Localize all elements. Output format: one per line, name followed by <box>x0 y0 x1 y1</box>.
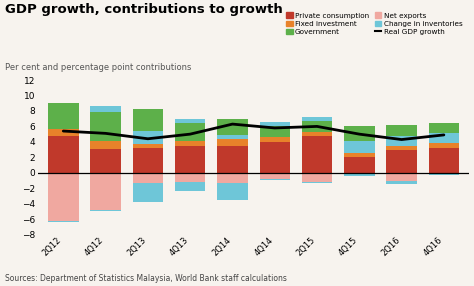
Bar <box>386 125 417 136</box>
Bar <box>133 131 163 144</box>
Bar <box>217 183 248 200</box>
Bar <box>302 117 332 121</box>
Bar <box>428 173 459 174</box>
Text: GDP growth, contributions to growth: GDP growth, contributions to growth <box>5 3 283 16</box>
Bar <box>48 221 79 222</box>
Bar <box>259 173 290 179</box>
Bar <box>217 119 248 135</box>
Bar <box>175 123 205 141</box>
Bar <box>428 148 459 173</box>
Bar <box>48 136 79 173</box>
Bar <box>259 126 290 137</box>
Bar <box>217 173 248 183</box>
Bar <box>91 106 121 112</box>
Bar <box>91 141 121 149</box>
Bar <box>428 133 459 143</box>
Bar <box>344 174 374 176</box>
Bar <box>133 144 163 148</box>
Bar <box>175 146 205 173</box>
Bar <box>386 146 417 150</box>
Bar <box>302 121 332 132</box>
Bar <box>344 126 374 141</box>
Bar <box>259 137 290 142</box>
Bar <box>175 182 205 191</box>
Text: Per cent and percentage point contributions: Per cent and percentage point contributi… <box>5 63 191 72</box>
Bar <box>133 173 163 183</box>
Legend: Private consumption, Fixed investment, Government, Net exports, Change in invent: Private consumption, Fixed investment, G… <box>283 9 465 38</box>
Bar <box>133 183 163 202</box>
Bar <box>428 123 459 133</box>
Bar <box>48 103 79 129</box>
Bar <box>259 122 290 126</box>
Bar <box>344 153 374 156</box>
Bar <box>386 150 417 173</box>
Bar <box>344 173 374 174</box>
Bar <box>386 136 417 146</box>
Bar <box>48 173 79 221</box>
Bar <box>91 173 121 210</box>
Bar <box>302 182 332 183</box>
Bar <box>175 119 205 123</box>
Bar <box>175 173 205 182</box>
Bar <box>217 139 248 146</box>
Bar <box>217 135 248 139</box>
Bar <box>386 173 417 181</box>
Bar <box>259 142 290 173</box>
Bar <box>259 179 290 180</box>
Bar <box>175 141 205 146</box>
Bar <box>428 174 459 175</box>
Bar <box>302 136 332 173</box>
Bar <box>48 129 79 136</box>
Bar <box>302 173 332 182</box>
Bar <box>133 148 163 173</box>
Text: Sources: Department of Statistics Malaysia, World Bank staff calculations: Sources: Department of Statistics Malays… <box>5 274 287 283</box>
Bar <box>302 132 332 136</box>
Bar <box>91 112 121 141</box>
Bar <box>344 141 374 153</box>
Bar <box>344 156 374 173</box>
Bar <box>217 146 248 173</box>
Bar <box>386 181 417 184</box>
Bar <box>91 149 121 173</box>
Bar <box>428 143 459 148</box>
Bar <box>428 173 459 174</box>
Bar <box>133 110 163 131</box>
